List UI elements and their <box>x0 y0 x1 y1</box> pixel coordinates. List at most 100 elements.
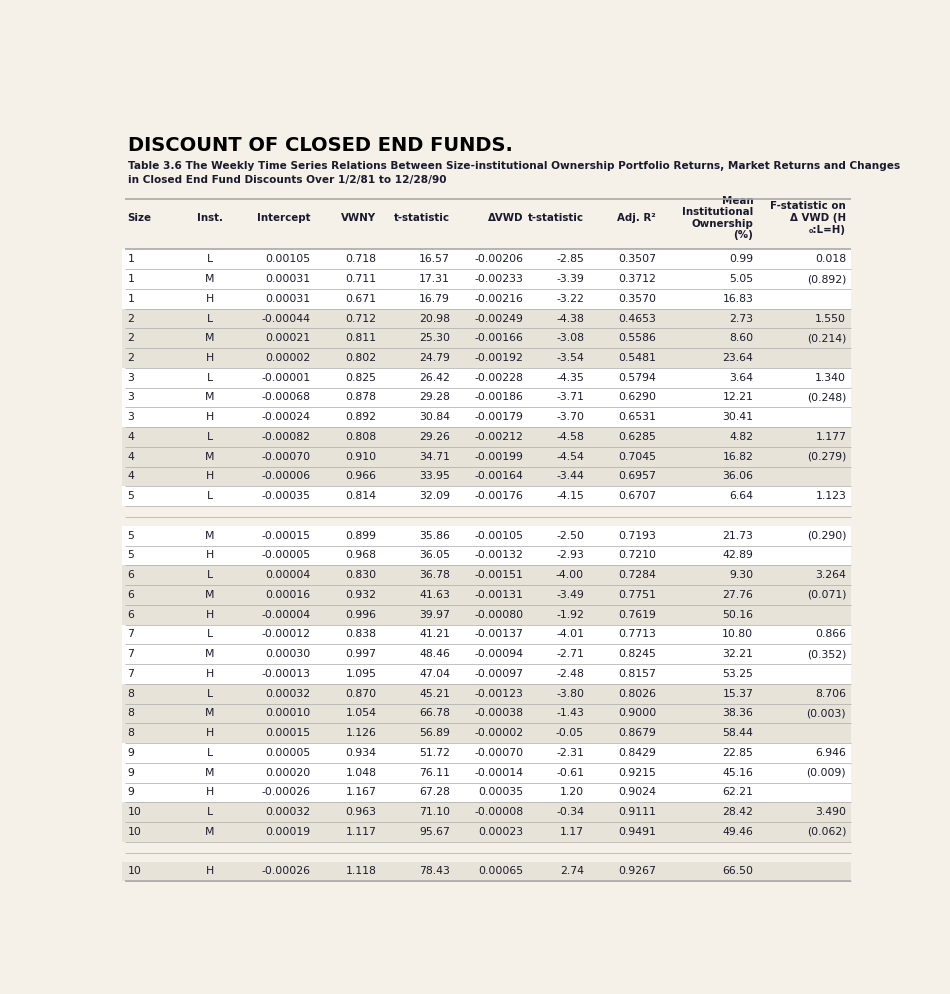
Text: 0.892: 0.892 <box>346 413 376 422</box>
Text: -0.00026: -0.00026 <box>261 787 310 797</box>
Text: 6: 6 <box>127 571 135 580</box>
Bar <box>123 466 851 486</box>
Text: 16.79: 16.79 <box>419 294 450 304</box>
Bar <box>123 348 851 368</box>
Text: 0.9215: 0.9215 <box>618 767 656 777</box>
Text: -0.61: -0.61 <box>556 767 584 777</box>
Text: -0.00035: -0.00035 <box>261 491 310 501</box>
Text: 16.82: 16.82 <box>723 451 753 462</box>
Text: 7: 7 <box>127 629 135 639</box>
Text: 7: 7 <box>127 649 135 659</box>
Text: -3.44: -3.44 <box>556 471 584 481</box>
Text: 0.711: 0.711 <box>346 274 376 284</box>
Text: 0.6957: 0.6957 <box>618 471 656 481</box>
Text: 0.8026: 0.8026 <box>618 689 656 699</box>
Text: L: L <box>206 373 213 383</box>
Text: 0.968: 0.968 <box>346 551 376 561</box>
Text: 38.36: 38.36 <box>723 709 753 719</box>
Bar <box>123 249 851 269</box>
Text: H: H <box>205 729 214 739</box>
Text: 0.3712: 0.3712 <box>618 274 656 284</box>
Text: -3.49: -3.49 <box>556 590 584 600</box>
Bar <box>123 199 851 249</box>
Text: (0.009): (0.009) <box>807 767 846 777</box>
Text: (0.290): (0.290) <box>807 531 846 541</box>
Text: 5: 5 <box>127 491 135 501</box>
Text: 0.878: 0.878 <box>346 393 376 403</box>
Text: -0.00070: -0.00070 <box>261 451 310 462</box>
Text: 3: 3 <box>127 373 135 383</box>
Bar <box>123 862 851 882</box>
Bar <box>123 704 851 724</box>
Text: 0.00016: 0.00016 <box>265 590 310 600</box>
Text: 0.00021: 0.00021 <box>265 333 310 343</box>
Text: 0.9491: 0.9491 <box>618 827 656 837</box>
Text: -0.00038: -0.00038 <box>475 709 523 719</box>
Text: 0.8429: 0.8429 <box>618 747 656 758</box>
Text: 0.825: 0.825 <box>346 373 376 383</box>
Text: 45.16: 45.16 <box>723 767 753 777</box>
Text: -0.00013: -0.00013 <box>261 669 310 679</box>
Text: Adj. R²: Adj. R² <box>618 213 656 223</box>
Text: 0.7210: 0.7210 <box>618 551 656 561</box>
Text: t-statistic: t-statistic <box>528 213 584 223</box>
Bar <box>123 289 851 308</box>
Text: 0.00010: 0.00010 <box>265 709 310 719</box>
Text: 16.83: 16.83 <box>723 294 753 304</box>
Text: 21.73: 21.73 <box>723 531 753 541</box>
Text: 0.9000: 0.9000 <box>618 709 656 719</box>
Text: -0.00008: -0.00008 <box>475 807 523 817</box>
Text: 0.830: 0.830 <box>345 571 376 580</box>
Text: -0.00014: -0.00014 <box>475 767 523 777</box>
Text: -0.00094: -0.00094 <box>475 649 523 659</box>
Text: 66.78: 66.78 <box>419 709 450 719</box>
Text: L: L <box>206 313 213 323</box>
Text: -0.00199: -0.00199 <box>475 451 523 462</box>
Text: -0.00026: -0.00026 <box>261 867 310 877</box>
Text: 0.00015: 0.00015 <box>265 729 310 739</box>
Text: 66.50: 66.50 <box>722 867 753 877</box>
Text: 0.899: 0.899 <box>346 531 376 541</box>
Text: H: H <box>205 471 214 481</box>
Text: 0.718: 0.718 <box>346 254 376 264</box>
Text: 24.79: 24.79 <box>419 353 450 363</box>
Text: 29.26: 29.26 <box>419 432 450 442</box>
Text: 41.63: 41.63 <box>419 590 450 600</box>
Text: 0.7045: 0.7045 <box>618 451 656 462</box>
Text: 0.996: 0.996 <box>346 609 376 619</box>
Text: H: H <box>205 867 214 877</box>
Text: 32.21: 32.21 <box>723 649 753 659</box>
Text: 1.340: 1.340 <box>815 373 846 383</box>
Text: 16.57: 16.57 <box>419 254 450 264</box>
Text: 36.05: 36.05 <box>419 551 450 561</box>
Text: M: M <box>205 333 215 343</box>
Text: 6: 6 <box>127 609 135 619</box>
Text: -0.00123: -0.00123 <box>475 689 523 699</box>
Text: L: L <box>206 747 213 758</box>
Text: -2.31: -2.31 <box>556 747 584 758</box>
Text: 0.5586: 0.5586 <box>618 333 656 343</box>
Text: -2.85: -2.85 <box>556 254 584 264</box>
Bar <box>123 566 851 585</box>
Text: H: H <box>205 353 214 363</box>
Text: -0.00233: -0.00233 <box>475 274 523 284</box>
Text: 0.6531: 0.6531 <box>618 413 656 422</box>
Text: 4: 4 <box>127 432 135 442</box>
Text: 1.095: 1.095 <box>346 669 376 679</box>
Text: (0.062): (0.062) <box>807 827 846 837</box>
Text: 0.00031: 0.00031 <box>265 294 310 304</box>
Text: 0.712: 0.712 <box>346 313 376 323</box>
Text: 32.09: 32.09 <box>419 491 450 501</box>
Text: DISCOUNT OF CLOSED END FUNDS.: DISCOUNT OF CLOSED END FUNDS. <box>127 136 512 155</box>
Text: 34.71: 34.71 <box>419 451 450 462</box>
Text: H: H <box>205 294 214 304</box>
Bar <box>123 744 851 762</box>
Text: 4: 4 <box>127 471 135 481</box>
Text: 0.9267: 0.9267 <box>618 867 656 877</box>
Text: (0.248): (0.248) <box>807 393 846 403</box>
Text: 30.41: 30.41 <box>722 413 753 422</box>
Text: 0.00023: 0.00023 <box>479 827 523 837</box>
Text: 1.17: 1.17 <box>560 827 584 837</box>
Text: -0.00070: -0.00070 <box>475 747 523 758</box>
Text: H: H <box>205 551 214 561</box>
